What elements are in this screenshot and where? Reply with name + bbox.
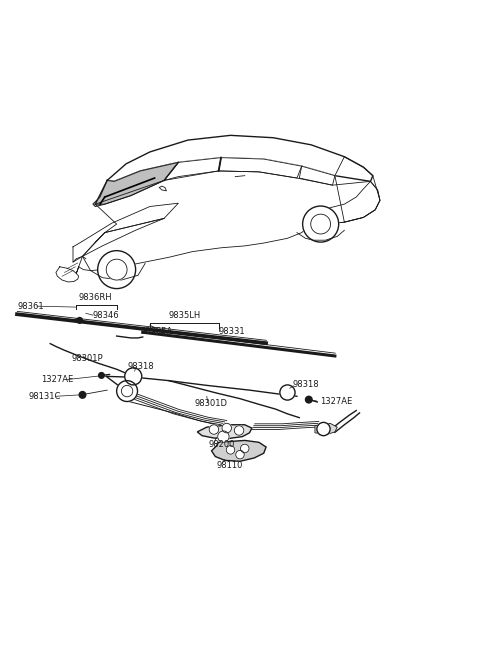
Polygon shape — [93, 162, 179, 206]
Circle shape — [117, 381, 137, 402]
Text: 9836RH: 9836RH — [79, 293, 112, 303]
Text: 98131C: 98131C — [29, 392, 61, 401]
Circle shape — [106, 259, 127, 280]
Polygon shape — [197, 424, 252, 439]
Circle shape — [280, 385, 295, 400]
Text: 98301D: 98301D — [195, 399, 228, 408]
Text: 1327AE: 1327AE — [320, 396, 352, 405]
Circle shape — [234, 426, 244, 435]
Polygon shape — [219, 158, 301, 178]
Circle shape — [317, 422, 330, 436]
Circle shape — [209, 424, 219, 434]
Text: 98346: 98346 — [93, 310, 120, 320]
Circle shape — [125, 368, 142, 385]
Text: 98331: 98331 — [219, 327, 245, 336]
Polygon shape — [212, 440, 266, 461]
Polygon shape — [107, 136, 373, 181]
Polygon shape — [300, 166, 335, 185]
Text: 98305A: 98305A — [140, 327, 173, 336]
Circle shape — [240, 444, 249, 453]
Text: 98318: 98318 — [127, 362, 154, 371]
Text: 1327AE: 1327AE — [41, 375, 73, 384]
Circle shape — [222, 423, 231, 433]
Text: 98110: 98110 — [216, 460, 243, 470]
Text: 9835LH: 9835LH — [168, 311, 201, 320]
Circle shape — [226, 445, 235, 454]
Circle shape — [79, 392, 86, 398]
Polygon shape — [56, 267, 79, 282]
Text: 98361: 98361 — [17, 302, 44, 310]
Circle shape — [97, 251, 136, 289]
Text: 98301P: 98301P — [72, 354, 103, 363]
Circle shape — [77, 318, 83, 323]
Polygon shape — [335, 157, 380, 222]
Circle shape — [311, 214, 331, 234]
Circle shape — [302, 206, 339, 242]
Text: 98318: 98318 — [292, 380, 319, 389]
Circle shape — [305, 396, 312, 403]
Circle shape — [98, 373, 104, 379]
Text: 98200: 98200 — [208, 440, 235, 449]
Circle shape — [236, 451, 244, 459]
Polygon shape — [76, 171, 380, 273]
Polygon shape — [315, 423, 337, 434]
Polygon shape — [164, 158, 221, 180]
Circle shape — [218, 431, 229, 442]
